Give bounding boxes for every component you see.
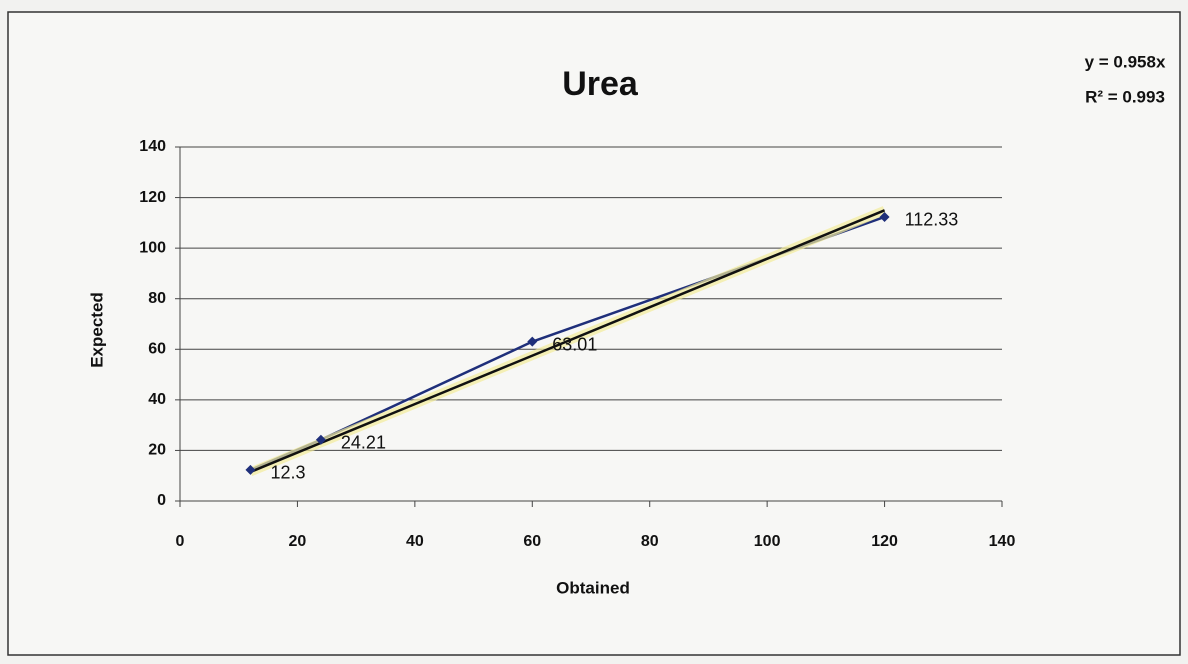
trendline xyxy=(249,209,886,474)
data-label: 63.01 xyxy=(552,334,597,354)
y-tick-label: 80 xyxy=(148,290,166,307)
data-label: 24.21 xyxy=(341,433,386,453)
trend-equation: y = 0.958x xyxy=(1085,52,1166,71)
x-tick-label: 0 xyxy=(176,533,185,550)
y-tick-label: 20 xyxy=(148,442,166,459)
data-point xyxy=(879,211,890,222)
x-tick-label: 60 xyxy=(523,533,541,550)
x-axis-label: Obtained xyxy=(556,578,630,597)
x-tick-label: 40 xyxy=(406,533,424,550)
data-point xyxy=(315,434,326,445)
data-label: 12.3 xyxy=(270,463,305,483)
x-tick-label: 80 xyxy=(641,533,659,550)
y-tick-label: 120 xyxy=(139,189,166,206)
x-tick-label: 20 xyxy=(289,533,307,550)
y-tick-label: 60 xyxy=(148,341,166,358)
chart-title: Urea xyxy=(562,65,639,103)
y-tick-label: 100 xyxy=(139,239,166,256)
data-label: 112.33 xyxy=(905,210,959,230)
y-axis-label: Expected xyxy=(87,292,106,368)
y-tick-label: 40 xyxy=(148,391,166,408)
r-squared: R² = 0.993 xyxy=(1085,87,1165,106)
data-point xyxy=(527,336,538,347)
y-tick-label: 0 xyxy=(157,492,166,509)
x-tick-label: 120 xyxy=(871,533,898,550)
x-tick-label: 140 xyxy=(989,533,1016,550)
x-tick-label: 100 xyxy=(754,533,781,550)
data-point xyxy=(245,464,256,475)
y-tick-label: 140 xyxy=(139,138,166,155)
